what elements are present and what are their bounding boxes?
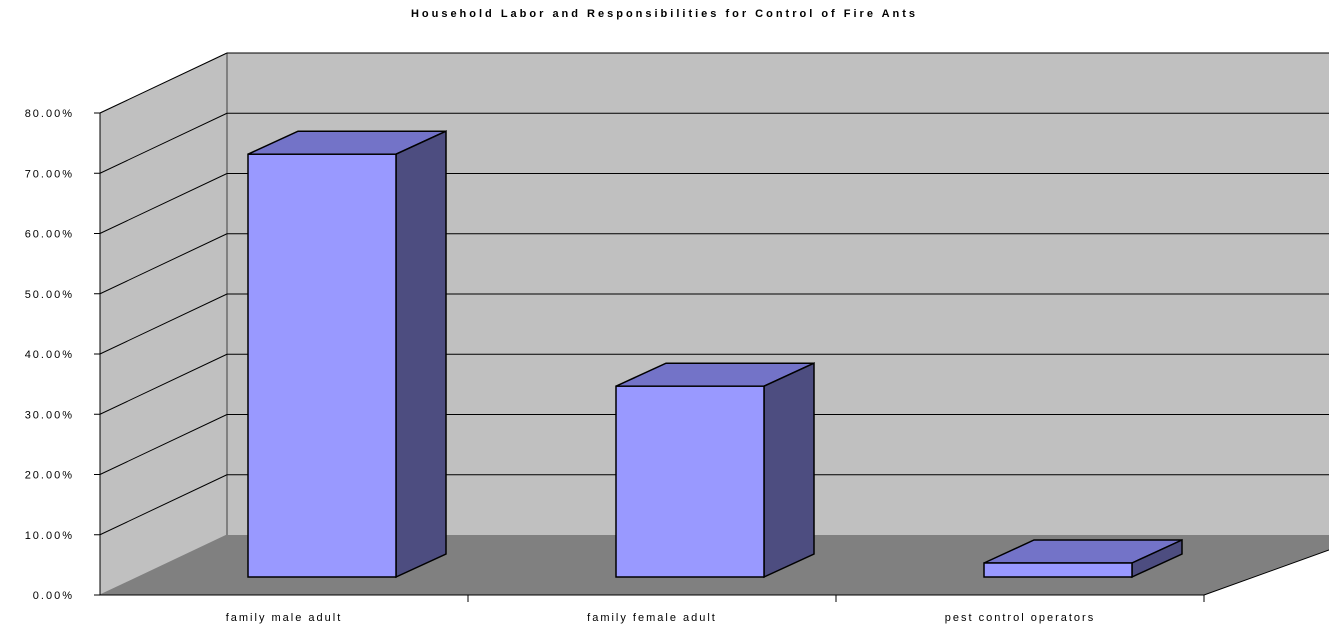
x-tick-label: family female adult — [587, 612, 717, 624]
bars — [247, 130, 1183, 579]
gridline-side — [99, 233, 228, 295]
x-tick-label: pest control operators — [945, 612, 1095, 624]
bar-front — [247, 153, 397, 578]
tick-labels: 0.00% 10.00% 20.00% 30.00% 40.00% 50.00% 60.00… — [25, 108, 1095, 624]
floor-front-right-edge — [1203, 549, 1329, 596]
chart-title: Household Labor and Responsibilities for… — [410, 8, 919, 20]
bar-side — [763, 362, 815, 579]
y-tick-label: 40.00% — [25, 349, 74, 361]
bar-side — [395, 130, 447, 579]
gridline-side — [99, 474, 228, 536]
gridline-side — [99, 293, 228, 355]
y-tick-label: 50.00% — [25, 289, 74, 301]
y-tick-label: 60.00% — [25, 229, 74, 241]
bar-front — [983, 562, 1133, 578]
y-tick-label: 70.00% — [25, 168, 74, 180]
y-tick-label: 30.00% — [25, 409, 74, 421]
gridline-side — [99, 173, 228, 234]
gridline-side — [99, 414, 228, 475]
gridline-side — [99, 112, 228, 174]
gridline-side — [99, 353, 228, 415]
bar-3 — [983, 538, 1183, 579]
bar-front — [615, 385, 765, 578]
bar-2 — [615, 362, 815, 579]
x-tick-label: family male adult — [226, 612, 343, 624]
y-tick-label: 80.00% — [25, 108, 74, 120]
y-tick-label: 20.00% — [25, 470, 74, 482]
axes — [94, 112, 1329, 602]
y-tick-label: 0.00% — [33, 590, 74, 602]
y-tick-label: 10.00% — [25, 530, 74, 542]
gridline-side — [99, 52, 228, 114]
bar-1 — [247, 130, 447, 579]
